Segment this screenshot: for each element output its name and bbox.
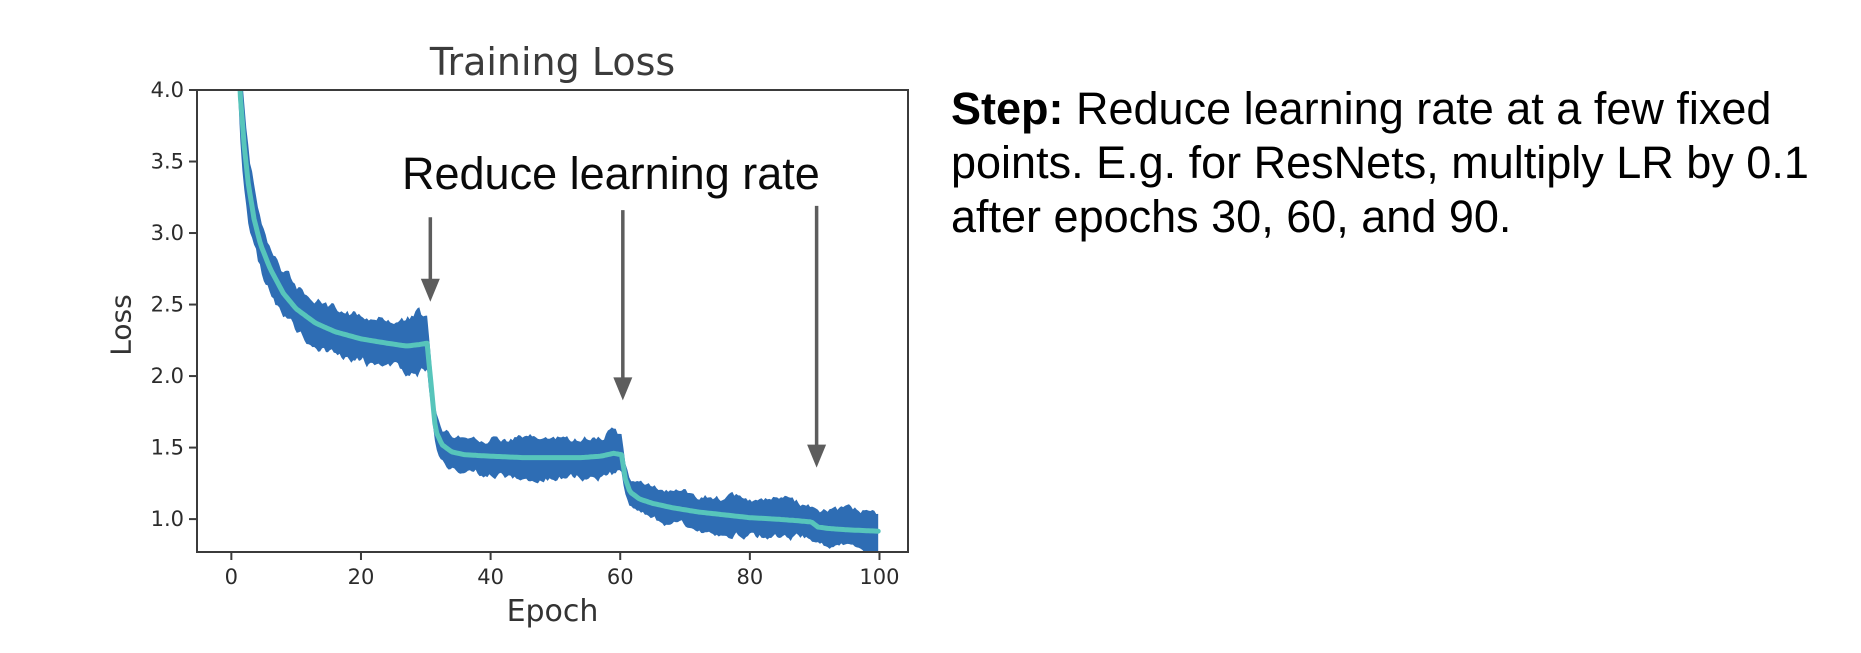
note-line-2: points. E.g. for ResNets, multiply LR by… bbox=[951, 137, 1809, 188]
y-tick-label: 2.0 bbox=[151, 364, 184, 388]
x-tick-label: 60 bbox=[607, 565, 634, 589]
y-tick-label: 2.5 bbox=[151, 293, 184, 317]
loss-mean-line bbox=[237, 90, 881, 534]
chart-title: Training Loss bbox=[429, 40, 676, 84]
arrow-head-icon bbox=[613, 377, 633, 401]
x-axis-label: Epoch bbox=[506, 594, 599, 629]
x-tick-label: 20 bbox=[348, 565, 375, 589]
plot-area bbox=[237, 90, 881, 552]
lr-drop-arrow-30 bbox=[420, 217, 440, 302]
note-line-3: after epochs 30, 60, and 90. bbox=[951, 191, 1512, 242]
lr-drop-arrow-90 bbox=[807, 205, 827, 468]
arrow-head-icon bbox=[807, 444, 827, 468]
step-decay-note: Step: Reduce learning rate at a few fixe… bbox=[951, 82, 1809, 244]
reduce-lr-annotation: Reduce learning rate bbox=[402, 148, 820, 199]
y-tick-label: 3.5 bbox=[151, 150, 184, 174]
x-tick-label: 80 bbox=[736, 565, 763, 589]
y-tick-label: 1.0 bbox=[151, 507, 184, 531]
x-tick-label: 100 bbox=[859, 565, 899, 589]
x-tick-label: 0 bbox=[225, 565, 238, 589]
axes-box bbox=[196, 89, 909, 553]
y-tick-label: 3.0 bbox=[151, 221, 184, 245]
note-step-keyword: Step: bbox=[951, 83, 1064, 134]
y-axis-label: Loss bbox=[104, 294, 138, 356]
y-tick-label: 1.5 bbox=[151, 436, 184, 460]
lr-drop-arrow-60 bbox=[613, 210, 633, 401]
arrow-head-icon bbox=[420, 278, 440, 302]
axis-ticks: 0 20 40 60 80 100 1.0 1.5 2.0 2.5 3.0 3.5 4.0 bbox=[151, 78, 900, 589]
y-tick-label: 4.0 bbox=[151, 78, 184, 102]
note-line-1: Step: Reduce learning rate at a few fixe… bbox=[951, 83, 1772, 134]
x-tick-label: 40 bbox=[477, 565, 504, 589]
